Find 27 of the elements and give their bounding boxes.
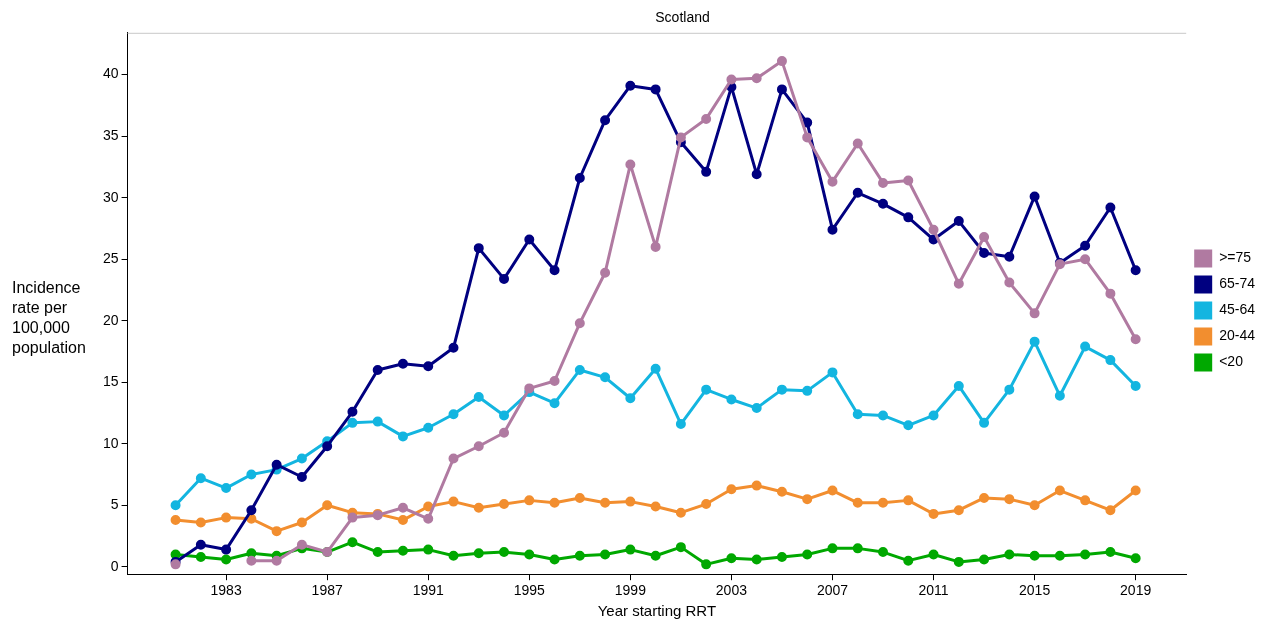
y-tick-label: 5 xyxy=(110,496,119,513)
y-axis-title: Incidence rate per 100,000 population xyxy=(12,278,86,356)
y-tick-label: 25 xyxy=(102,250,119,267)
y-tick-label: 20 xyxy=(102,311,119,328)
y-tick-label: 30 xyxy=(102,188,119,205)
x-tick-label: 2007 xyxy=(816,582,849,599)
legend-label: <20 xyxy=(1219,353,1244,370)
x-tick-label: 2011 xyxy=(918,582,949,599)
x-tick-label: 2015 xyxy=(1019,582,1051,599)
legend-label: 20-44 xyxy=(1219,327,1256,344)
legend-label: >=75 xyxy=(1219,249,1252,266)
x-tick-label: 1987 xyxy=(311,582,343,599)
chart-title: Scotland xyxy=(655,9,710,26)
legend-label: 45-64 xyxy=(1219,301,1256,318)
x-tick-label: 2003 xyxy=(715,582,748,599)
x-tick-label: 1999 xyxy=(614,582,647,599)
x-tick-label: 1991 xyxy=(412,582,445,599)
y-tick-label: 35 xyxy=(102,127,119,144)
x-tick-label: 2019 xyxy=(1120,582,1152,599)
y-tick-label: 0 xyxy=(110,557,119,574)
y-tick-label: 10 xyxy=(102,434,119,451)
x-tick-label: 1995 xyxy=(513,582,546,599)
legend-label: 65-74 xyxy=(1219,275,1256,292)
y-tick-label: 15 xyxy=(102,373,119,390)
y-tick-label: 40 xyxy=(102,65,119,82)
x-axis-title: Year starting RRT xyxy=(597,602,717,620)
x-tick-label: 1983 xyxy=(210,582,242,599)
